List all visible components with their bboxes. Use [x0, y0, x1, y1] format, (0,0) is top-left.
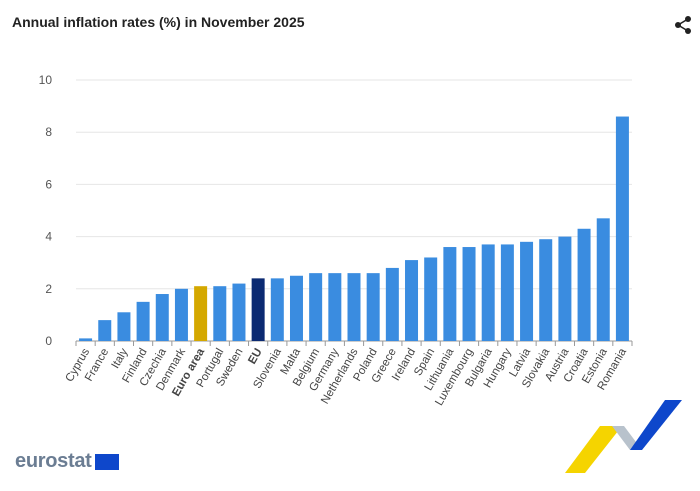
bar-euro-area [194, 286, 208, 341]
bar-czechia [155, 294, 169, 341]
bar-luxembourg [462, 247, 476, 341]
y-tick-label: 8 [45, 125, 52, 139]
bar-poland [366, 273, 380, 341]
bar-estonia [596, 218, 610, 341]
share-icon[interactable] [672, 14, 694, 36]
bar-slovenia [270, 278, 284, 341]
bar-cyprus [79, 338, 93, 341]
bar-eu [251, 278, 265, 341]
y-tick-label: 2 [45, 282, 52, 296]
eu-flag-icon [94, 453, 119, 470]
y-tick-label: 6 [45, 177, 52, 191]
bar-hungary [500, 244, 514, 341]
bar-romania [615, 116, 629, 341]
bar-denmark [174, 288, 188, 341]
bar-ireland [405, 260, 419, 341]
bar-finland [136, 301, 150, 341]
bar-croatia [577, 228, 591, 341]
bar-slovakia [539, 239, 553, 341]
bar-france [98, 320, 112, 341]
y-tick-label: 4 [45, 230, 52, 244]
bar-netherlands [347, 273, 361, 341]
bar-germany [328, 273, 342, 341]
bar-malta [289, 275, 303, 341]
eurostat-logo: eurostat [15, 450, 119, 473]
y-tick-label: 10 [39, 73, 53, 87]
bar-belgium [309, 273, 323, 341]
logo-text: eurostat [15, 450, 92, 472]
chart-title: Annual inflation rates (%) in November 2… [12, 14, 305, 30]
decorative-ribbon-icon [565, 400, 682, 473]
bar-latvia [520, 241, 534, 341]
bar-italy [117, 312, 131, 341]
bar-lithuania [443, 247, 457, 341]
bar-bulgaria [481, 244, 495, 341]
x-tick-label: EU [246, 347, 264, 367]
bar-greece [385, 267, 399, 341]
bar-sweden [232, 283, 246, 341]
y-tick-label: 0 [45, 334, 52, 348]
bar-portugal [213, 286, 227, 341]
bar-spain [424, 257, 438, 341]
bar-austria [558, 236, 572, 341]
